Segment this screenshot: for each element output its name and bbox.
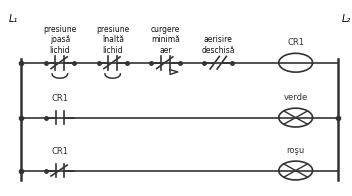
Text: CR1: CR1 — [287, 38, 304, 47]
Text: presiune
joasă
lichid: presiune joasă lichid — [43, 25, 76, 55]
Text: roşu: roşu — [287, 146, 305, 155]
Text: curgere
minimă
aer: curgere minimă aer — [151, 25, 180, 55]
Text: L₁: L₁ — [8, 14, 18, 24]
Text: CR1: CR1 — [51, 147, 68, 156]
Text: CR1: CR1 — [51, 94, 68, 103]
Text: aerisire
deschisă: aerisire deschisă — [201, 35, 235, 55]
Text: L₂: L₂ — [341, 14, 351, 24]
Text: presiune
înaltă
lichid: presiune înaltă lichid — [96, 25, 129, 55]
Text: verde: verde — [284, 93, 308, 102]
